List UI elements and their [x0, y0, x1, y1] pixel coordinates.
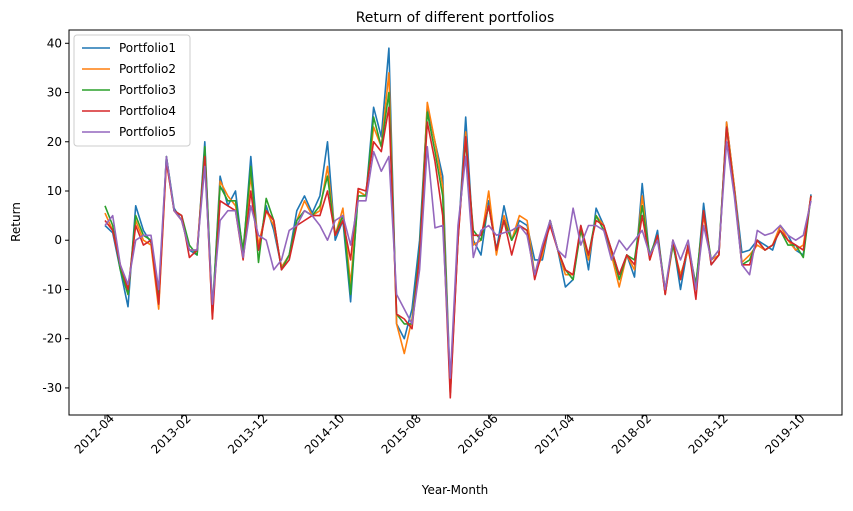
y-tick-label: 20 [47, 135, 62, 149]
y-tick-label: -30 [42, 381, 62, 395]
legend-label: Portfolio3 [119, 83, 176, 97]
series-line [104, 106, 812, 399]
legend-label: Portfolio5 [119, 125, 176, 139]
y-axis-label: Return [9, 202, 23, 242]
y-tick-label: 10 [47, 184, 62, 198]
x-tick-label: 2016-06 [455, 411, 500, 456]
legend-label: Portfolio4 [119, 104, 176, 118]
x-tick-label: 2015-08 [379, 411, 424, 456]
y-tick-label: 40 [47, 36, 62, 50]
y-tick-label: -10 [42, 282, 62, 296]
chart-title: Return of different portfolios [356, 10, 555, 26]
x-tick-label: 2019-10 [762, 411, 807, 456]
x-tick-label: 2013-02 [148, 411, 193, 456]
legend-label: Portfolio1 [119, 41, 176, 55]
x-tick-label: 2013-12 [225, 411, 270, 456]
x-tick-label: 2018-02 [609, 411, 654, 456]
x-axis-label: Year-Month [421, 483, 489, 497]
x-tick-label: 2012-04 [72, 411, 117, 456]
y-tick-label: 0 [54, 233, 62, 247]
x-tick-label: 2017-04 [532, 411, 577, 456]
x-tick-label: 2014-10 [302, 411, 347, 456]
plot-frame [68, 29, 843, 416]
legend-label: Portfolio2 [119, 62, 176, 76]
x-tick-label: 2018-12 [686, 411, 731, 456]
y-tick-label: -20 [42, 332, 62, 346]
series-line [104, 141, 812, 379]
y-tick-label: 30 [47, 86, 62, 100]
legend-box [73, 34, 191, 147]
